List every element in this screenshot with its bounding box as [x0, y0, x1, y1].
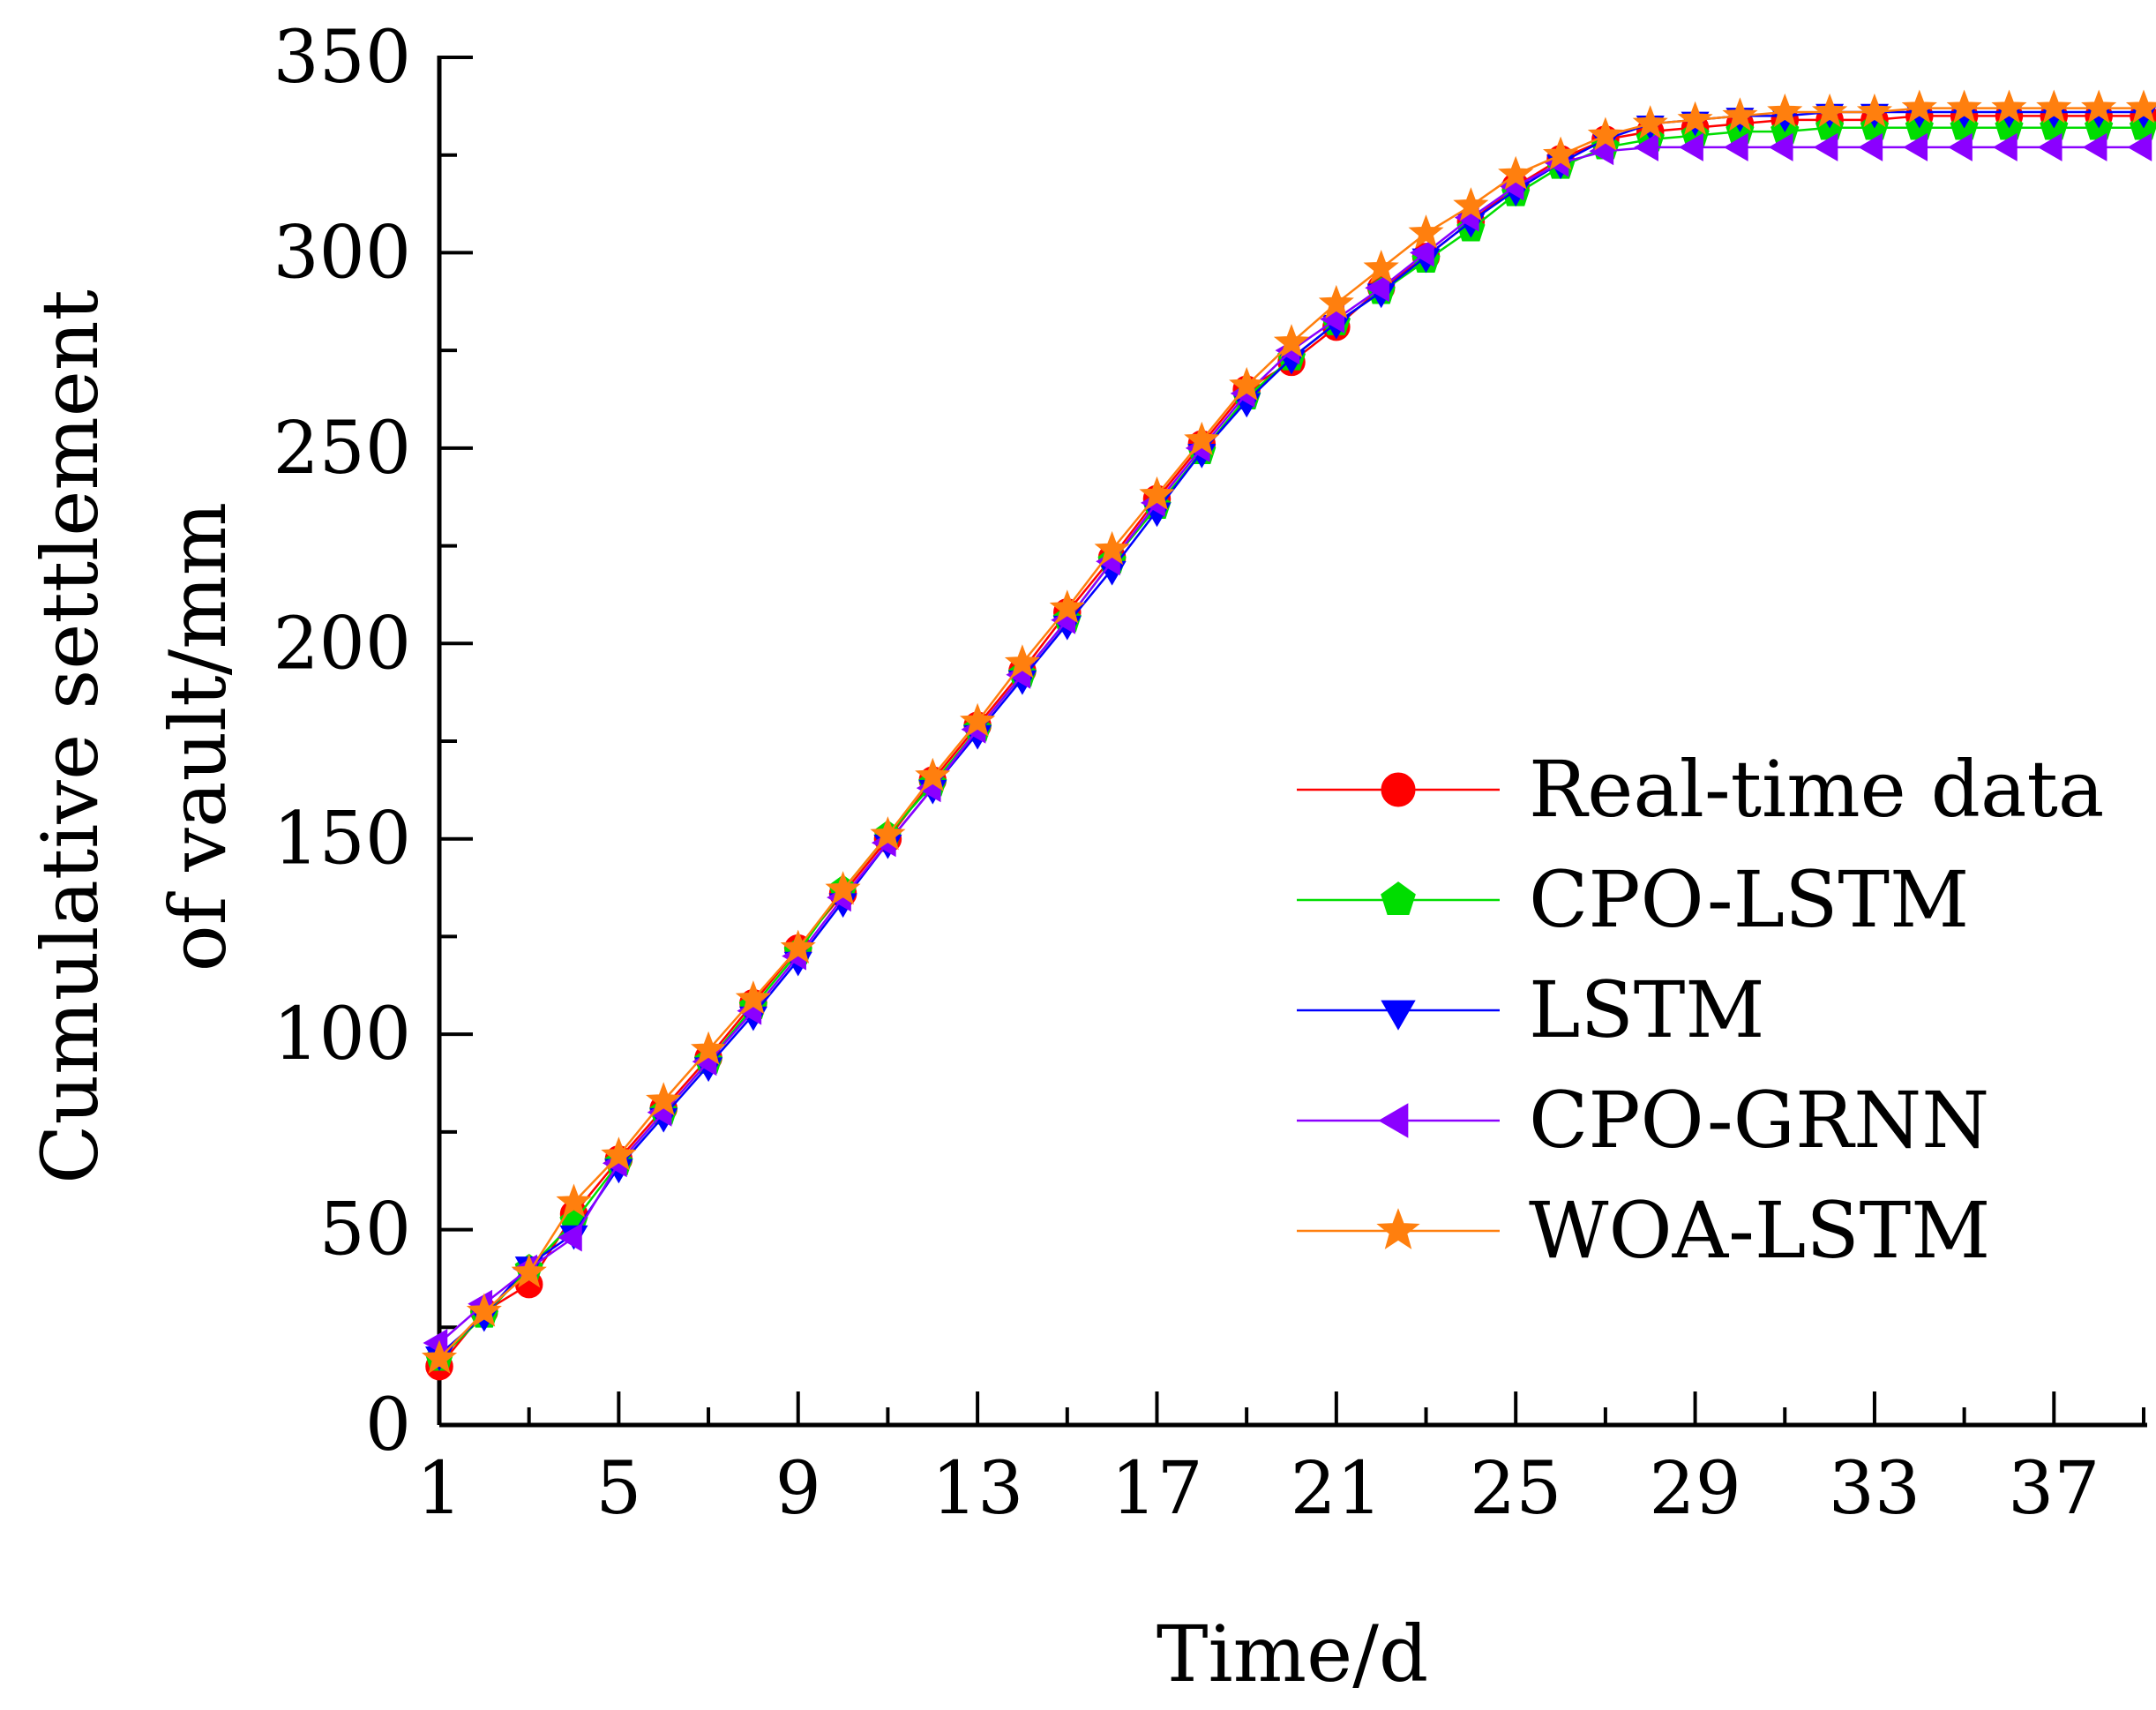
legend-marker	[1378, 1103, 1409, 1138]
data-point	[1139, 476, 1175, 511]
legend-marker	[1381, 1000, 1416, 1031]
x-tick-label: 25	[1470, 1447, 1561, 1531]
y-tick-label: 250	[273, 407, 411, 491]
x-axis-title: Time/d	[1157, 1609, 1428, 1699]
data-point	[1634, 132, 1658, 161]
data-point	[2127, 132, 2152, 161]
y-tick-label: 0	[365, 1384, 411, 1467]
x-tick-label: 29	[1649, 1447, 1741, 1531]
data-point	[558, 1223, 582, 1252]
data-point	[1632, 105, 1668, 139]
data-point	[1811, 93, 1848, 128]
y-tick-label: 350	[273, 16, 411, 100]
x-tick-label: 13	[932, 1447, 1023, 1531]
x-ticks: 1 5 9 13 17 21 25 29 33 37	[416, 1391, 2145, 1531]
legend-marker	[1376, 1208, 1420, 1249]
data-point	[959, 702, 996, 737]
y-tick-label: 50	[319, 1189, 411, 1272]
data-point	[1229, 366, 1265, 401]
y-tick-label: 150	[273, 798, 411, 881]
data-point	[1948, 132, 1973, 161]
legend-label: Real-time data	[1529, 744, 2104, 835]
data-point	[646, 1082, 682, 1116]
data-point	[1901, 89, 1937, 124]
legend-label: LSTM	[1529, 964, 1765, 1055]
x-tick-label: 1	[416, 1447, 462, 1531]
x-tick-label: 9	[775, 1447, 821, 1531]
data-point	[1363, 249, 1399, 284]
legend-label: CPO-LSTM	[1529, 854, 1969, 945]
data-point	[1542, 136, 1579, 170]
data-point	[2081, 89, 2117, 124]
data-point	[1453, 187, 1489, 221]
data-point	[1004, 644, 1041, 679]
x-tick-label: 17	[1111, 1447, 1202, 1531]
legend-item: CPO-GRNN	[1297, 1075, 1989, 1166]
data-point	[556, 1183, 592, 1218]
data-point	[1587, 116, 1624, 151]
data-point	[1049, 589, 1085, 624]
data-point	[1946, 89, 1982, 124]
x-tick-label: 37	[2008, 1447, 2100, 1531]
x-tick-label: 33	[1829, 1447, 1920, 1531]
data-point	[466, 1293, 502, 1327]
data-point	[1723, 132, 1748, 161]
data-point	[1318, 284, 1354, 319]
legend-item: CPO-LSTM	[1297, 854, 1969, 945]
legend-label: WOA-LSTM	[1529, 1185, 1990, 1276]
legend: Real-time data CPO-LSTM LSTM CPO-GRNN WOA-LS…	[1297, 744, 2104, 1276]
data-point	[1722, 97, 1758, 131]
data-point	[1273, 324, 1310, 358]
y-tick-label: 300	[273, 211, 411, 295]
data-point	[690, 1031, 727, 1065]
legend-item: LSTM	[1297, 964, 1765, 1055]
data-point	[1903, 132, 1928, 161]
y-axis-title-line-1: Cumulative settlement	[25, 289, 116, 1184]
data-point	[1767, 93, 1803, 128]
y-tick-label: 200	[273, 602, 411, 686]
series-woa-lstm	[421, 89, 2156, 1374]
data-point	[1677, 101, 1713, 135]
data-point	[1993, 132, 2018, 161]
data-point	[780, 929, 816, 964]
x-tick-label: 21	[1291, 1447, 1382, 1531]
data-point	[870, 816, 906, 851]
legend-marker	[1381, 881, 1416, 915]
y-ticks: 0 50 100 150 200 250 300 350	[273, 16, 473, 1467]
data-point	[825, 871, 861, 905]
data-point	[1991, 89, 2027, 124]
data-point	[1365, 274, 1389, 303]
data-point	[1184, 421, 1220, 456]
data-point	[1856, 93, 1893, 128]
data-point	[1768, 132, 1793, 161]
data-point	[511, 1254, 547, 1288]
data-point	[2037, 132, 2062, 161]
data-point	[1094, 530, 1130, 566]
data-point	[1498, 155, 1534, 190]
legend-item: WOA-LSTM	[1297, 1185, 1990, 1276]
data-point	[1679, 132, 1703, 161]
y-tick-label: 100	[273, 993, 411, 1076]
x-tick-label: 5	[595, 1447, 641, 1531]
data-point	[1813, 132, 1838, 161]
y-axis-title-line-2: of vault/mm	[153, 502, 243, 971]
data-point	[1408, 214, 1444, 249]
legend-item: Real-time data	[1297, 744, 2104, 835]
legend-marker	[1381, 772, 1416, 807]
data-point	[421, 1339, 458, 1374]
series-layer	[421, 89, 2156, 1381]
legend-label: CPO-GRNN	[1529, 1075, 1989, 1166]
data-point	[735, 980, 772, 1015]
data-point	[2082, 132, 2107, 161]
data-point	[1410, 238, 1434, 267]
y-axis-title: Cumulative settlement of vault/mm	[25, 289, 243, 1184]
data-point	[1858, 132, 1883, 161]
data-point	[2036, 89, 2072, 124]
data-point	[601, 1136, 637, 1171]
data-point	[915, 757, 951, 791]
